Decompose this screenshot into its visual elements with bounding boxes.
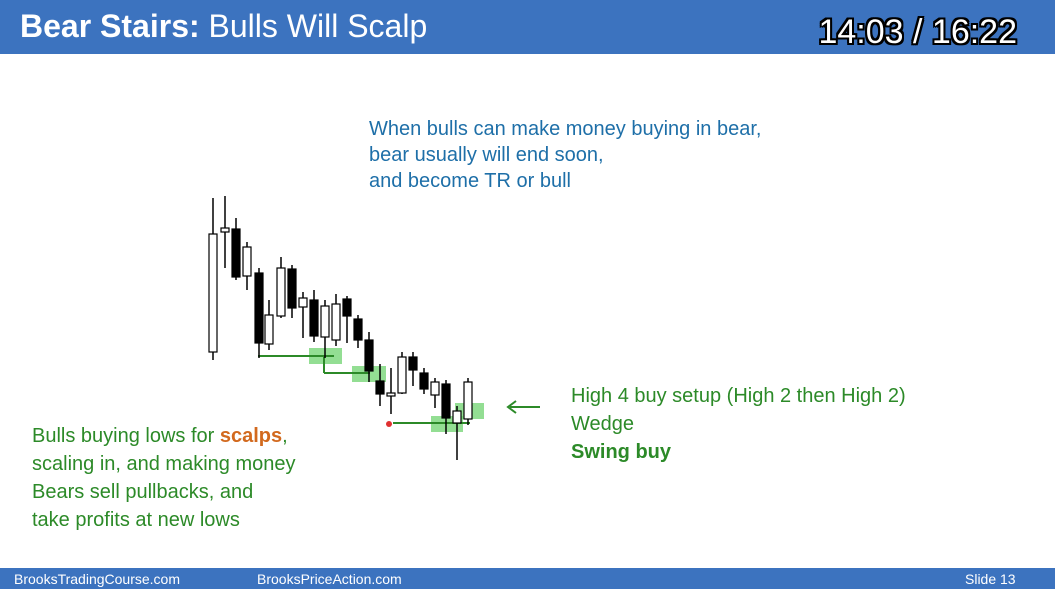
- bull-candle-body: [298, 297, 308, 308]
- note-top: When bulls can make money buying in bear…: [369, 116, 761, 194]
- bull-candle-body: [220, 227, 230, 233]
- arrow-left-icon-head: [506, 400, 517, 414]
- note-left-prefix: Bulls buying lows for: [32, 425, 220, 447]
- bear-candle-body: [441, 383, 451, 419]
- note-right-line-2: Wedge: [571, 413, 635, 435]
- note-left-line-2: scaling in, and making money: [32, 453, 296, 475]
- bull-candle-body: [397, 356, 407, 394]
- bear-candle-body: [408, 356, 418, 371]
- note-top-line-3: and become TR or bull: [369, 170, 571, 192]
- bear-candle-body: [231, 228, 241, 278]
- bull-candle-body: [331, 303, 341, 341]
- note-top-line-2: bear usually will end soon,: [369, 144, 604, 166]
- bear-candle-body: [375, 380, 385, 395]
- footer-bar: [0, 568, 1055, 589]
- note-left-suffix: ,: [282, 425, 288, 447]
- bear-candle-body: [353, 318, 363, 341]
- note-right-line-3: Swing buy: [571, 441, 671, 463]
- footer-site-1: BrooksTradingCourse.com: [14, 571, 180, 587]
- slide-title-bold: Bear Stairs:: [20, 8, 200, 44]
- cursor-dot: [386, 421, 392, 427]
- note-left-line-4: take profits at new lows: [32, 509, 240, 531]
- bull-candle-body: [430, 381, 440, 396]
- bear-candle-body: [309, 299, 319, 337]
- note-left-line-3: Bears sell pullbacks, and: [32, 481, 254, 503]
- bear-candle-body: [287, 268, 297, 309]
- slide-title: Bear Stairs: Bulls Will Scalp: [20, 4, 427, 48]
- title-bar: [0, 0, 1055, 54]
- note-right-line-1: High 4 buy setup (High 2 then High 2): [571, 385, 906, 407]
- bear-candle-body: [419, 372, 429, 390]
- video-timer: 14:03 / 16:22: [818, 13, 1017, 51]
- bear-candle-body: [364, 339, 374, 372]
- footer-site-2: BrooksPriceAction.com: [257, 571, 402, 587]
- bull-candle-body: [386, 392, 396, 397]
- note-left-scalps: scalps: [219, 425, 283, 447]
- footer-slide-number: Slide 13: [965, 571, 1016, 587]
- note-left-line-1: Bulls buying lows for scalps,: [32, 422, 295, 450]
- bull-candle-body: [320, 305, 330, 338]
- note-top-line-1: When bulls can make money buying in bear…: [369, 118, 762, 140]
- bear-candle-body: [342, 298, 352, 317]
- bull-candle-body: [264, 314, 274, 345]
- slide-title-rest: Bulls Will Scalp: [208, 8, 428, 44]
- bull-candle-body: [242, 246, 252, 277]
- note-left: Bulls buying lows for scalps, scaling in…: [32, 422, 295, 534]
- bull-candle-body: [463, 381, 473, 420]
- bull-candle-body: [208, 233, 218, 353]
- bear-candle-body: [254, 272, 264, 344]
- bull-candle-body: [276, 267, 286, 317]
- note-right: High 4 buy setup (High 2 then High 2) We…: [571, 382, 906, 466]
- bull-candle-body: [452, 410, 462, 424]
